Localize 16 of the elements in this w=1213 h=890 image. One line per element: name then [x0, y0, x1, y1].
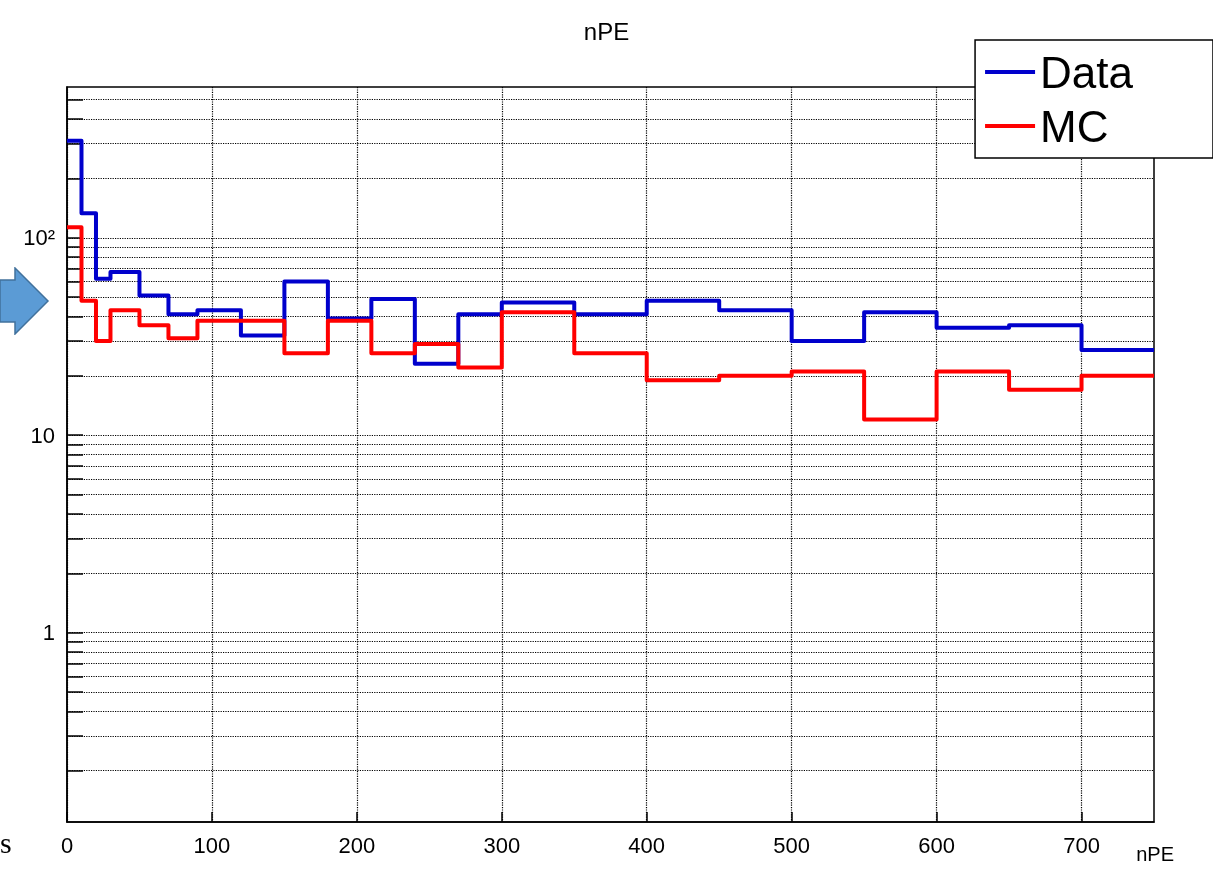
- x-tick-label: 200: [338, 832, 376, 858]
- x-tick-label: 600: [918, 832, 955, 858]
- x-tick-label: 500: [773, 832, 811, 858]
- y-tick-label: 10: [30, 422, 55, 448]
- legend-label: Data: [1040, 47, 1134, 97]
- x-tick-label: 300: [483, 832, 521, 858]
- x-axis-title: nPE: [1136, 843, 1174, 865]
- legend-label: MC: [1040, 101, 1109, 151]
- text: s: [0, 826, 12, 860]
- x-tick-label: 0: [60, 832, 74, 858]
- chart-title: nPE: [583, 17, 630, 45]
- x-tick-label: 700: [1063, 832, 1100, 858]
- x-tick-label: 100: [193, 832, 231, 858]
- x-tick-label: 400: [628, 832, 666, 858]
- y-tick-label: 1: [42, 620, 55, 646]
- y-tick-label: 10²: [23, 225, 55, 251]
